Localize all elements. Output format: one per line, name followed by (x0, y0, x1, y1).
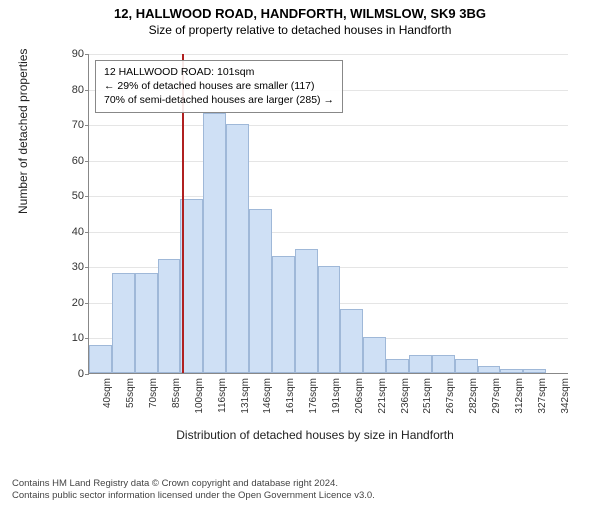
ytick-mark (85, 90, 89, 91)
footer-line-1: Contains HM Land Registry data © Crown c… (12, 478, 588, 490)
xtick-label: 267sqm (445, 378, 456, 414)
grid-line (89, 232, 568, 233)
histogram-bar (135, 273, 158, 373)
ytick-mark (85, 338, 89, 339)
grid-line (89, 54, 568, 55)
histogram-bar (89, 345, 112, 373)
histogram-bar (158, 259, 181, 373)
xtick-label: 282sqm (468, 378, 479, 414)
ytick-mark (85, 161, 89, 162)
ytick-mark (85, 196, 89, 197)
plot-area: 12 HALLWOOD ROAD: 101sqm ← 29% of detach… (88, 54, 568, 374)
ytick-label: 30 (60, 261, 84, 273)
histogram-bar (112, 273, 135, 373)
footer-line-2: Contains public sector information licen… (12, 490, 588, 502)
xtick-label: 312sqm (514, 378, 525, 414)
histogram-bar (386, 359, 409, 373)
ytick-label: 70 (60, 119, 84, 131)
xtick-label: 146sqm (262, 378, 273, 414)
xtick-label: 40sqm (102, 378, 113, 408)
footer-attribution: Contains HM Land Registry data © Crown c… (12, 478, 588, 502)
xtick-label: 191sqm (331, 378, 342, 414)
histogram-bar (249, 209, 272, 373)
histogram-bar (523, 369, 546, 373)
ytick-label: 50 (60, 190, 84, 202)
xtick-label: 161sqm (285, 378, 296, 414)
ytick-mark (85, 267, 89, 268)
histogram-bar (226, 124, 249, 373)
ytick-mark (85, 125, 89, 126)
histogram-bar (318, 266, 341, 373)
histogram-chart: Number of detached properties 12 HALLWOO… (60, 54, 570, 404)
ytick-label: 40 (60, 226, 84, 238)
ytick-label: 80 (60, 84, 84, 96)
ytick-mark (85, 303, 89, 304)
ytick-label: 0 (60, 368, 84, 380)
histogram-bar (363, 337, 386, 373)
ytick-label: 60 (60, 155, 84, 167)
ytick-mark (85, 54, 89, 55)
ytick-label: 10 (60, 332, 84, 344)
page-subtitle: Size of property relative to detached ho… (0, 23, 600, 37)
ytick-mark (85, 232, 89, 233)
grid-line (89, 161, 568, 162)
page-title: 12, HALLWOOD ROAD, HANDFORTH, WILMSLOW, … (0, 6, 600, 21)
histogram-bar (432, 355, 455, 373)
xtick-label: 176sqm (308, 378, 319, 414)
info-line-2: ← 29% of detached houses are smaller (11… (104, 79, 334, 93)
histogram-bar (455, 359, 478, 373)
y-axis-label: Number of detached properties (16, 49, 30, 214)
xtick-label: 55sqm (125, 378, 136, 408)
histogram-bar (203, 113, 226, 373)
ytick-label: 90 (60, 48, 84, 60)
histogram-bar (409, 355, 432, 373)
histogram-bar (295, 249, 318, 373)
xtick-label: 116sqm (217, 378, 228, 413)
xtick-label: 327sqm (537, 378, 548, 414)
xtick-label: 221sqm (377, 378, 388, 414)
xtick-label: 100sqm (194, 378, 205, 414)
info-line-3: 70% of semi-detached houses are larger (… (104, 93, 334, 107)
grid-line (89, 125, 568, 126)
histogram-bar (272, 256, 295, 373)
xtick-label: 236sqm (400, 378, 411, 414)
ytick-label: 20 (60, 297, 84, 309)
x-axis-label: Distribution of detached houses by size … (60, 428, 570, 442)
xtick-label: 342sqm (560, 378, 571, 414)
grid-line (89, 196, 568, 197)
xtick-label: 206sqm (354, 378, 365, 414)
ytick-mark (85, 374, 89, 375)
xtick-label: 251sqm (422, 378, 433, 414)
xtick-label: 297sqm (491, 378, 502, 414)
histogram-bar (478, 366, 501, 373)
xtick-label: 70sqm (148, 378, 159, 408)
xtick-label: 131sqm (240, 378, 251, 414)
info-box: 12 HALLWOOD ROAD: 101sqm ← 29% of detach… (95, 60, 343, 113)
info-line-1: 12 HALLWOOD ROAD: 101sqm (104, 65, 334, 79)
histogram-bar (340, 309, 363, 373)
histogram-bar (500, 369, 523, 373)
xtick-label: 85sqm (171, 378, 182, 408)
